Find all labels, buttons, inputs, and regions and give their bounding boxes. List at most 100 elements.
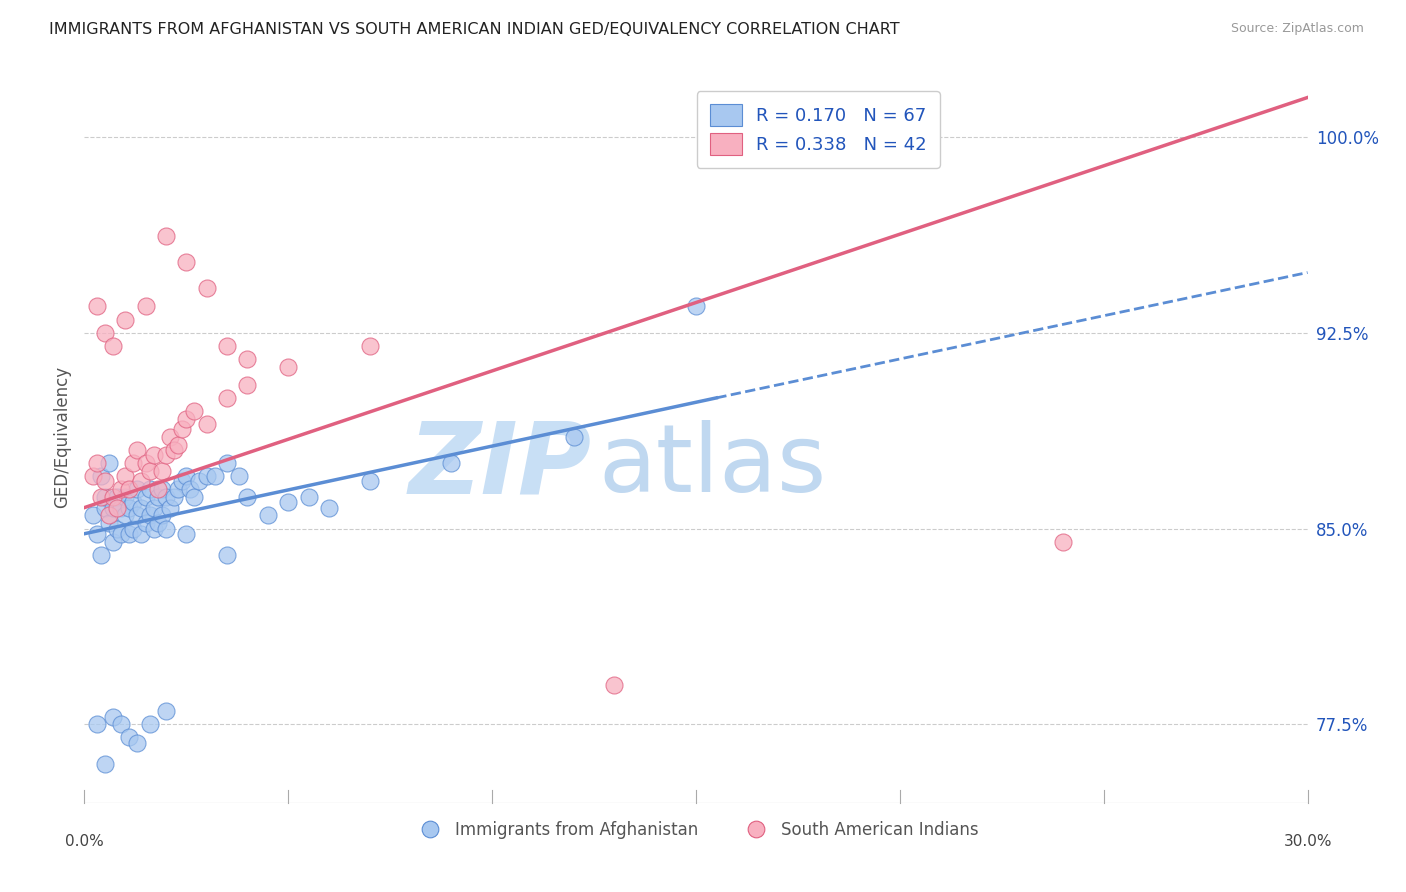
Text: Source: ZipAtlas.com: Source: ZipAtlas.com [1230,22,1364,36]
Point [110,483,132,497]
Point [277,495,299,509]
Point [138,464,160,478]
Point [236,490,259,504]
Point [685,300,707,314]
Point [118,500,141,515]
Point [236,377,259,392]
Point [114,490,136,504]
Point [236,351,259,366]
Point [174,255,197,269]
Point [163,490,186,504]
Point [127,443,149,458]
Point [97,508,120,523]
Point [135,300,157,314]
Point [101,500,124,515]
Point [118,731,141,745]
Point [217,548,239,562]
Point [127,483,149,497]
Point [110,717,132,731]
Point [90,469,112,483]
Point [228,469,250,483]
Point [562,430,585,444]
Point [359,338,381,352]
Point [118,483,141,497]
Point [146,483,169,497]
Point [105,490,128,504]
Point [277,359,299,374]
Point [146,490,169,504]
Text: 30.0%: 30.0% [1284,834,1331,849]
Point [195,417,218,431]
Point [93,475,115,489]
Point [138,508,160,523]
Point [138,483,160,497]
Point [135,516,157,531]
Point [86,300,108,314]
Point [150,483,173,497]
Point [97,456,120,470]
Point [93,326,115,340]
Point [172,475,194,489]
Point [603,678,626,692]
Point [155,521,177,535]
Point [135,490,157,504]
Point [93,490,115,504]
Point [1052,534,1074,549]
Point [86,526,108,541]
Point [195,469,218,483]
Point [150,508,173,523]
Point [105,500,128,515]
Point [217,456,239,470]
Point [142,521,165,535]
Point [155,704,177,718]
Point [101,338,124,352]
Point [86,717,108,731]
Point [195,281,218,295]
Legend: Immigrants from Afghanistan, South American Indians: Immigrants from Afghanistan, South Ameri… [406,814,986,846]
Point [174,411,197,425]
Point [179,483,201,497]
Point [90,548,112,562]
Point [101,534,124,549]
Point [183,490,205,504]
Point [142,448,165,462]
Point [163,443,186,458]
Point [131,475,153,489]
Point [159,430,181,444]
Point [110,526,132,541]
Point [105,521,128,535]
Text: ZIP: ZIP [409,417,592,515]
Point [257,508,280,523]
Point [82,508,104,523]
Point [318,500,340,515]
Point [217,391,239,405]
Point [187,475,209,489]
Text: IMMIGRANTS FROM AFGHANISTAN VS SOUTH AMERICAN INDIAN GED/EQUIVALENCY CORRELATION: IMMIGRANTS FROM AFGHANISTAN VS SOUTH AME… [49,22,900,37]
Point [155,228,177,243]
Text: 0.0%: 0.0% [65,834,104,849]
Point [82,469,104,483]
Point [97,516,120,531]
Point [204,469,226,483]
Point [131,526,153,541]
Point [114,469,136,483]
Point [114,508,136,523]
Point [138,717,160,731]
Point [131,500,153,515]
Point [93,756,115,771]
Point [110,500,132,515]
Point [167,438,190,452]
Point [101,490,124,504]
Text: atlas: atlas [598,420,827,512]
Point [142,500,165,515]
Point [150,464,173,478]
Point [127,736,149,750]
Point [298,490,321,504]
Point [167,483,190,497]
Point [114,312,136,326]
Point [135,456,157,470]
Point [174,526,197,541]
Point [122,495,145,509]
Point [122,521,145,535]
Point [217,338,239,352]
